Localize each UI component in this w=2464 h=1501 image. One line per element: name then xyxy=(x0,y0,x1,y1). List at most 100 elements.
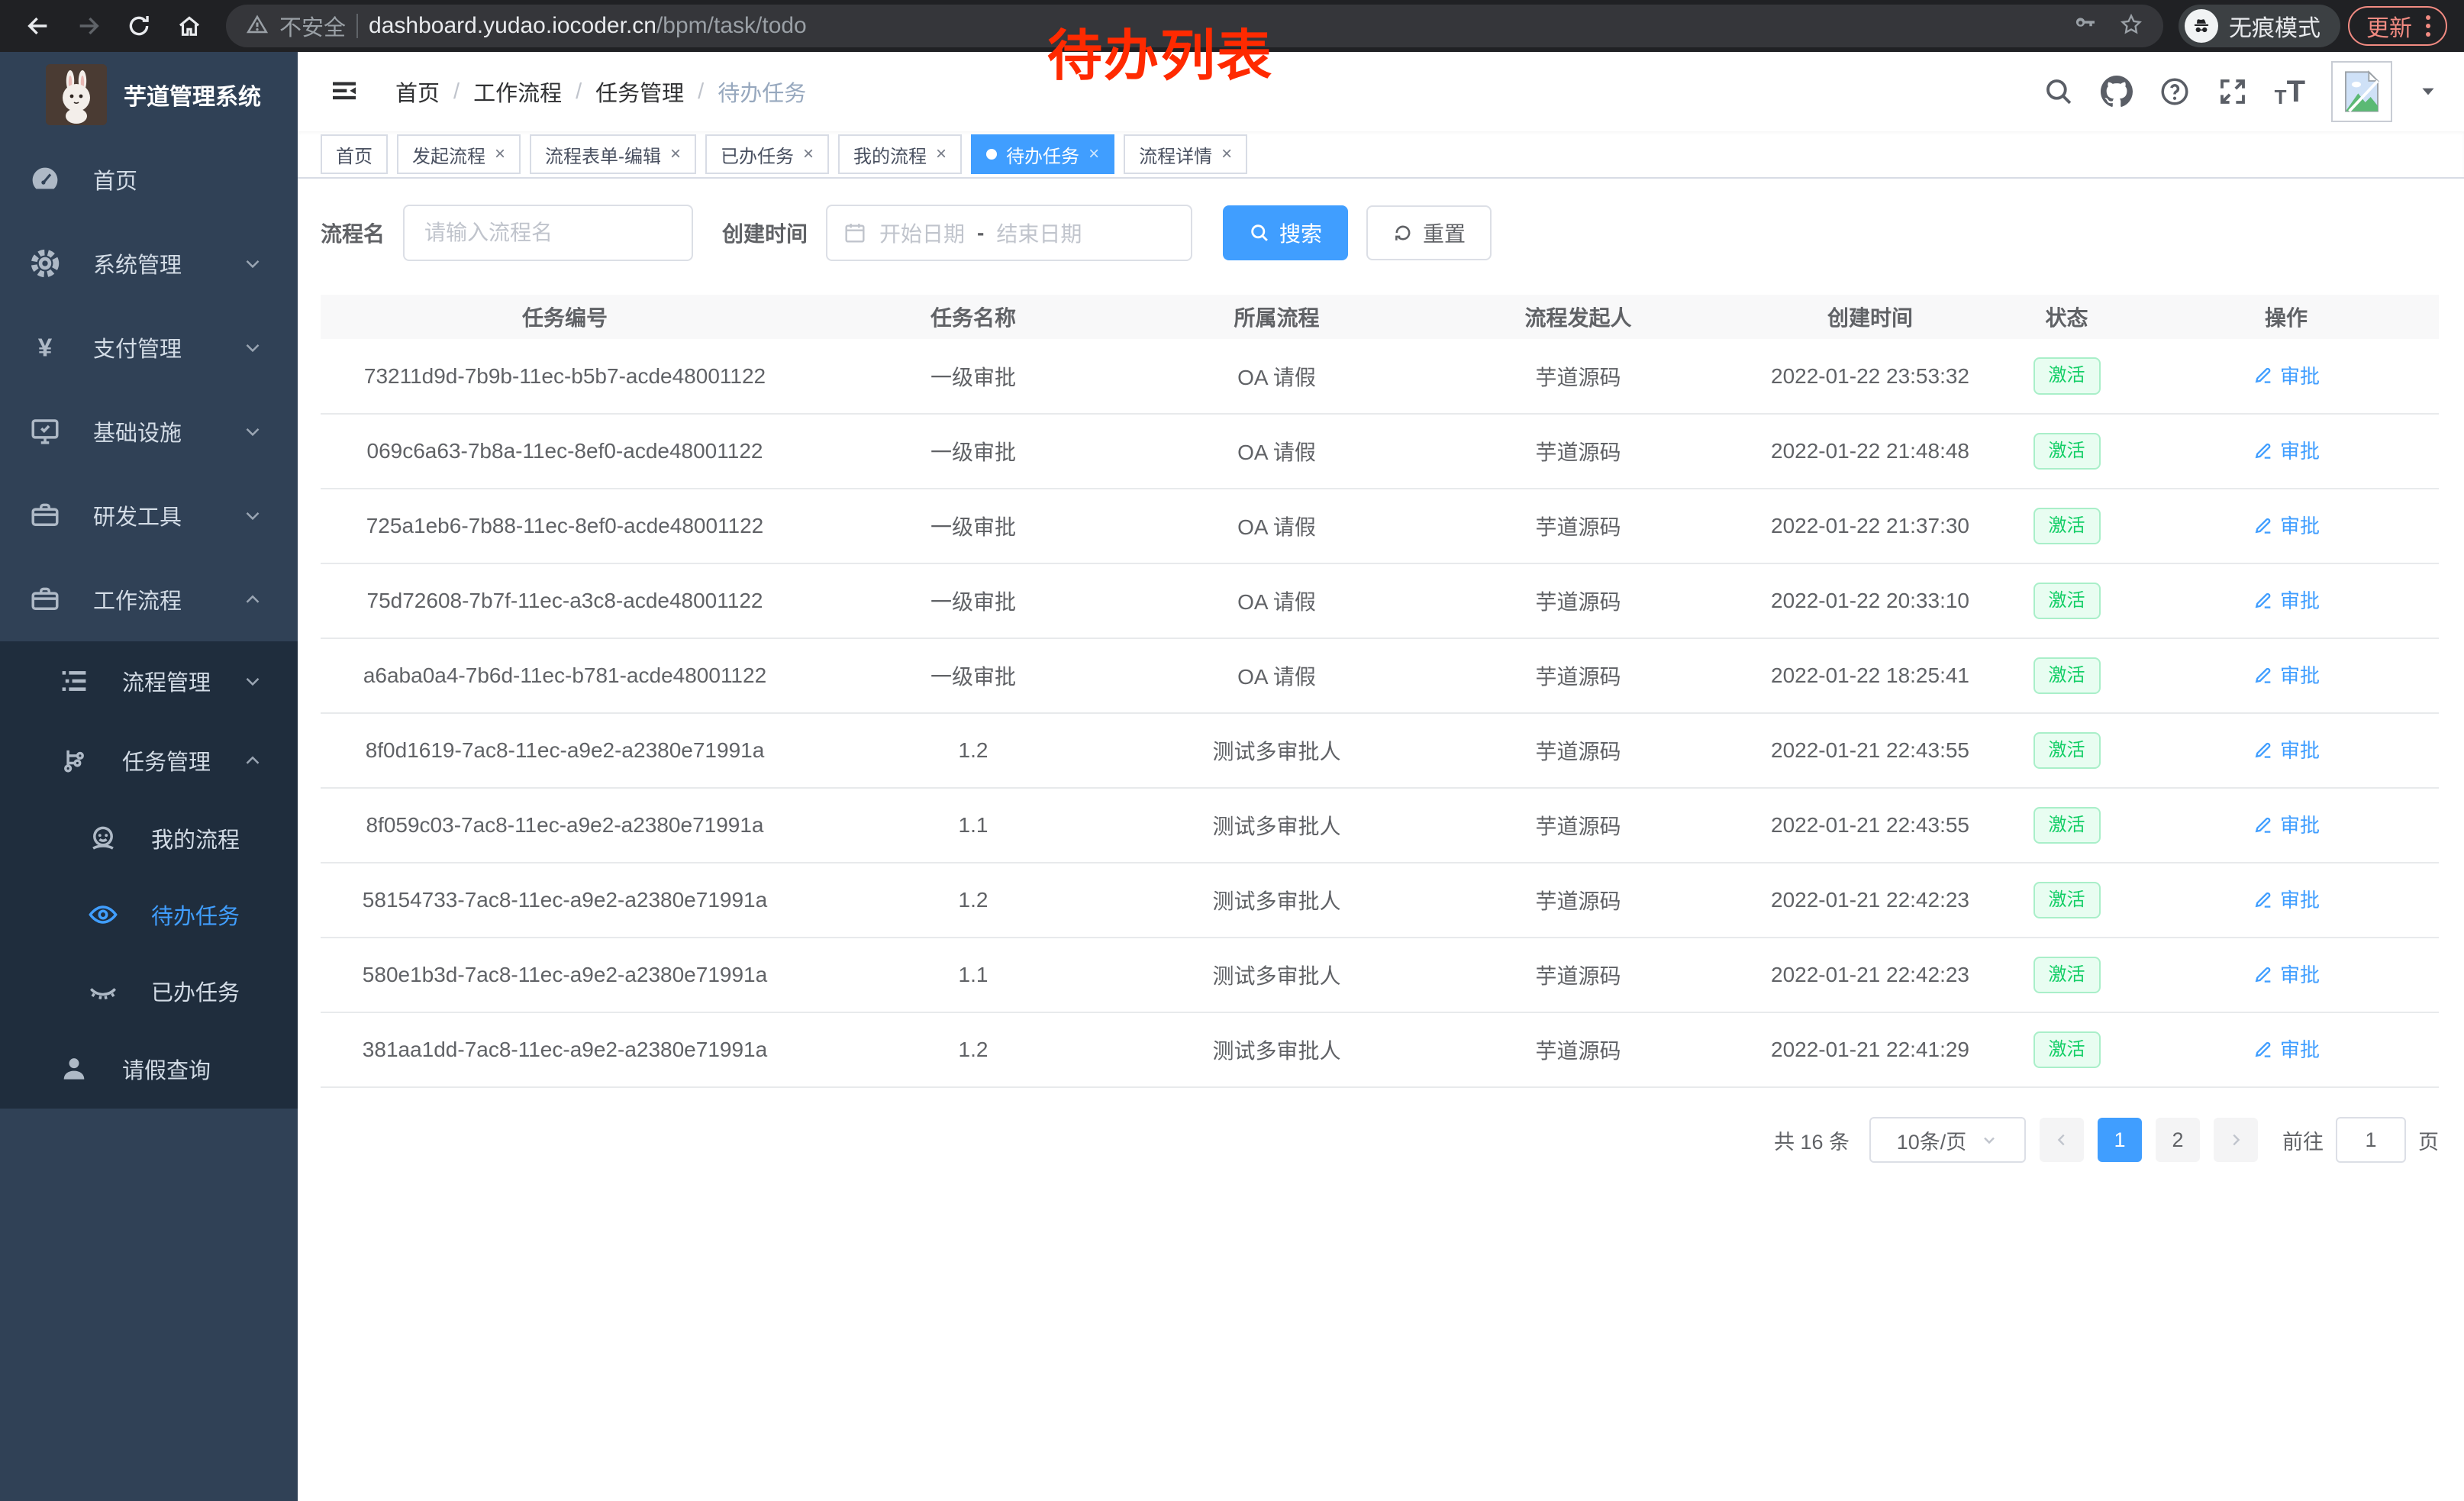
approve-link[interactable]: 审批 xyxy=(2253,885,2320,913)
created-cell: 2022-01-22 21:48:48 xyxy=(1740,414,2000,489)
approve-link[interactable]: 审批 xyxy=(2253,735,2320,763)
page-size-select[interactable]: 10条/页 xyxy=(1869,1117,2026,1163)
task-id-cell: 381aa1dd-7ac8-11ec-a9e2-a2380e71991a xyxy=(321,1012,809,1088)
table-row: 725a1eb6-7b88-11ec-8ef0-acde48001122 一级审批… xyxy=(321,489,2439,564)
app-logo[interactable]: 芋道管理系统 xyxy=(0,52,298,137)
date-range-input[interactable]: 开始日期 - 结束日期 xyxy=(826,205,1193,261)
task-name-cell: 一级审批 xyxy=(809,414,1137,489)
next-page-button[interactable] xyxy=(2214,1118,2258,1162)
sidebar-item-1[interactable]: 首页 xyxy=(0,137,298,221)
sidebar-item-2[interactable]: 系统管理 xyxy=(0,221,298,305)
tab-2[interactable]: 发起流程 × xyxy=(397,134,521,174)
sidebar-item-10[interactable]: 待办任务 xyxy=(0,876,298,953)
user-icon xyxy=(58,1053,90,1085)
tab-close-icon[interactable]: × xyxy=(803,144,814,164)
sidebar-item-3[interactable]: ¥ 支付管理 xyxy=(0,305,298,389)
tab-5[interactable]: 我的流程 × xyxy=(838,134,963,174)
page-button-1[interactable]: 1 xyxy=(2098,1118,2142,1162)
table-row: 069c6a63-7b8a-11ec-8ef0-acde48001122 一级审批… xyxy=(321,414,2439,489)
action-cell: 审批 xyxy=(2133,713,2439,789)
status-cell: 激活 xyxy=(2000,563,2133,639)
tab-close-icon[interactable]: × xyxy=(1088,144,1100,164)
starter-cell: 芋道源码 xyxy=(1416,638,1740,714)
breadcrumb-item[interactable]: 任务管理 xyxy=(595,82,685,106)
approve-link[interactable]: 审批 xyxy=(2253,436,2320,464)
tab-close-icon[interactable]: × xyxy=(670,144,682,164)
search-button[interactable]: 搜索 xyxy=(1223,205,1349,260)
help-icon[interactable] xyxy=(2159,76,2191,108)
task-name-cell: 1.2 xyxy=(809,713,1137,789)
chevron-up-icon xyxy=(241,749,264,772)
avatar[interactable] xyxy=(2331,61,2392,122)
tab-1[interactable]: 首页 xyxy=(321,134,388,174)
breadcrumb-item[interactable]: 首页 xyxy=(395,82,440,106)
update-button[interactable]: 更新 xyxy=(2348,6,2447,46)
tab-close-icon[interactable]: × xyxy=(495,144,506,164)
task-name-cell: 1.1 xyxy=(809,788,1137,863)
sidebar-item-4[interactable]: 基础设施 xyxy=(0,389,298,473)
goto-page-input[interactable] xyxy=(2336,1117,2406,1163)
url-text: dashboard.yudao.iocoder.cn/bpm/task/todo xyxy=(369,13,807,38)
tab-6[interactable]: 待办任务 × xyxy=(971,134,1115,174)
approve-link[interactable]: 审批 xyxy=(2253,1035,2320,1063)
reload-icon[interactable] xyxy=(118,5,160,47)
created-cell: 2022-01-21 22:42:23 xyxy=(1740,938,2000,1013)
created-cell: 2022-01-22 20:33:10 xyxy=(1740,563,2000,639)
approve-link[interactable]: 审批 xyxy=(2253,660,2320,689)
breadcrumb-item[interactable]: 工作流程 xyxy=(473,82,563,106)
svg-text:¥: ¥ xyxy=(38,334,53,362)
tab-4[interactable]: 已办任务 × xyxy=(705,134,830,174)
browser-menu-icon[interactable] xyxy=(2423,12,2433,40)
status-badge: 激活 xyxy=(2033,881,2101,919)
back-icon[interactable] xyxy=(17,5,60,47)
status-badge: 激活 xyxy=(2033,582,2101,620)
sidebar-item-label: 我的流程 xyxy=(151,828,240,853)
page-button-2[interactable]: 2 xyxy=(2156,1118,2200,1162)
edit-pen-icon xyxy=(2253,1038,2274,1060)
approve-link[interactable]: 审批 xyxy=(2253,361,2320,389)
bookmark-star-icon[interactable] xyxy=(2119,12,2143,40)
approve-link[interactable]: 审批 xyxy=(2253,810,2320,838)
breadcrumb-separator: / xyxy=(698,79,705,104)
breadcrumb-separator: / xyxy=(453,79,460,104)
avatar-caret-icon[interactable] xyxy=(2418,82,2438,102)
search-icon[interactable] xyxy=(2043,76,2075,108)
approve-link[interactable]: 审批 xyxy=(2253,511,2320,539)
approve-link[interactable]: 审批 xyxy=(2253,586,2320,614)
reset-button[interactable]: 重置 xyxy=(1366,205,1492,260)
address-bar[interactable]: 不安全 dashboard.yudao.iocoder.cn/bpm/task/… xyxy=(226,5,2163,47)
app-title: 芋道管理系统 xyxy=(124,85,261,110)
sidebar-item-5[interactable]: 研发工具 xyxy=(0,473,298,557)
prev-page-button[interactable] xyxy=(2040,1118,2084,1162)
approve-link[interactable]: 审批 xyxy=(2253,960,2320,988)
column-header: 流程发起人 xyxy=(1416,295,1740,339)
column-header: 任务编号 xyxy=(321,295,809,339)
fullscreen-icon[interactable] xyxy=(2217,76,2249,108)
sidebar-item-11[interactable]: 已办任务 xyxy=(0,953,298,1029)
sidebar-item-12[interactable]: 请假查询 xyxy=(0,1029,298,1109)
chevron-down-icon xyxy=(1984,1137,1995,1144)
table-row: a6aba0a4-7b6d-11ec-b781-acde48001122 一级审批… xyxy=(321,638,2439,714)
forward-icon[interactable] xyxy=(67,5,110,47)
sidebar-item-7[interactable]: 流程管理 xyxy=(0,641,298,721)
tab-3[interactable]: 流程表单-编辑 × xyxy=(530,134,697,174)
sidebar-item-6[interactable]: 工作流程 xyxy=(0,557,298,641)
sidebar-item-8[interactable]: 任务管理 xyxy=(0,721,298,800)
github-icon[interactable] xyxy=(2100,76,2133,108)
password-key-icon[interactable] xyxy=(2075,12,2099,40)
status-badge: 激活 xyxy=(2033,432,2101,470)
tab-close-icon[interactable]: × xyxy=(1221,144,1233,164)
tab-close-icon[interactable]: × xyxy=(936,144,947,164)
calendar-icon xyxy=(845,224,865,243)
created-cell: 2022-01-21 22:41:29 xyxy=(1740,1012,2000,1088)
sidebar-item-9[interactable]: 我的流程 xyxy=(0,800,298,876)
created-cell: 2022-01-21 22:43:55 xyxy=(1740,713,2000,789)
process-name-input[interactable] xyxy=(403,205,694,261)
sidebar-item-label: 工作流程 xyxy=(93,589,182,614)
tab-7[interactable]: 流程详情 × xyxy=(1124,134,1248,174)
home-icon[interactable] xyxy=(168,5,211,47)
dashboard-icon xyxy=(29,163,61,195)
sidebar-toggle-icon[interactable] xyxy=(324,71,365,112)
table-row: 8f0d1619-7ac8-11ec-a9e2-a2380e71991a 1.2 测… xyxy=(321,713,2439,789)
